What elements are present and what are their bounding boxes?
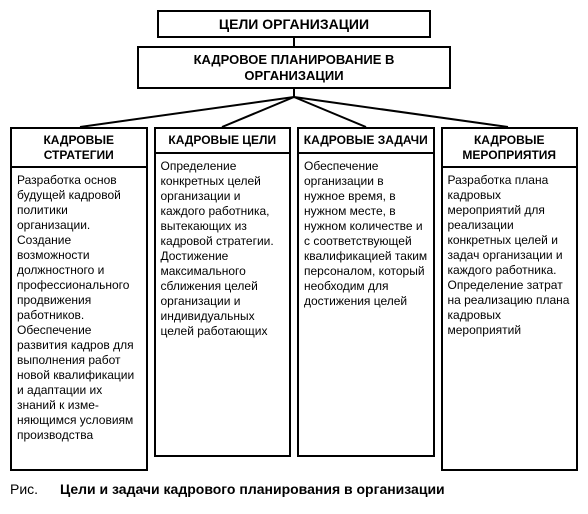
column-tasks: КАДРОВЫЕ ЗАДАЧИ Обеспечение организации … [297, 127, 435, 471]
column-strategies: КАДРОВЫЕ СТРАТЕГИИ Разработка основ буду… [10, 127, 148, 471]
diagram-root: ЦЕЛИ ОРГАНИЗАЦИИ КАДРОВОЕ ПЛАНИРОВАНИЕ В… [10, 10, 578, 497]
figure-caption: Рис. Цели и задачи кадрового планировани… [10, 481, 578, 497]
column-body: Обеспечение организации в нужное время, … [297, 154, 435, 457]
column-title: КАДРОВЫЕ ЗАДАЧИ [297, 127, 435, 153]
column-body: Разработка основ будущей кадровой полити… [10, 168, 148, 471]
column-activities: КАДРОВЫЕ МЕРОПРИЯТИЯ Разработка плана ка… [441, 127, 579, 471]
column-title: КАДРОВЫЕ МЕРОПРИЯТИЯ [441, 127, 579, 168]
fan-connector [10, 89, 578, 127]
connector-root-to-l2 [293, 38, 295, 46]
caption-text: Цели и задачи кадрового планирования в о… [60, 481, 445, 497]
column-goals: КАДРОВЫЕ ЦЕЛИ Определение конкретных це­… [154, 127, 292, 471]
level2-label: КАДРОВОЕ ПЛАНИРОВАНИЕ В ОРГАНИЗАЦИИ [194, 52, 395, 83]
column-body: Определение конкретных це­лей организаци… [154, 154, 292, 457]
columns-row: КАДРОВЫЕ СТРАТЕГИИ Разработка основ буду… [10, 127, 578, 471]
column-title: КАДРОВЫЕ СТРАТЕГИИ [10, 127, 148, 168]
root-label: ЦЕЛИ ОРГАНИЗАЦИИ [219, 16, 369, 32]
caption-prefix: Рис. [10, 481, 38, 497]
column-title: КАДРОВЫЕ ЦЕЛИ [154, 127, 292, 153]
column-body: Разработка плана кадровых мероприятий дл… [441, 168, 579, 471]
level2-node: КАДРОВОЕ ПЛАНИРОВАНИЕ В ОРГАНИЗАЦИИ [137, 46, 451, 89]
root-node: ЦЕЛИ ОРГАНИЗАЦИИ [157, 10, 431, 38]
